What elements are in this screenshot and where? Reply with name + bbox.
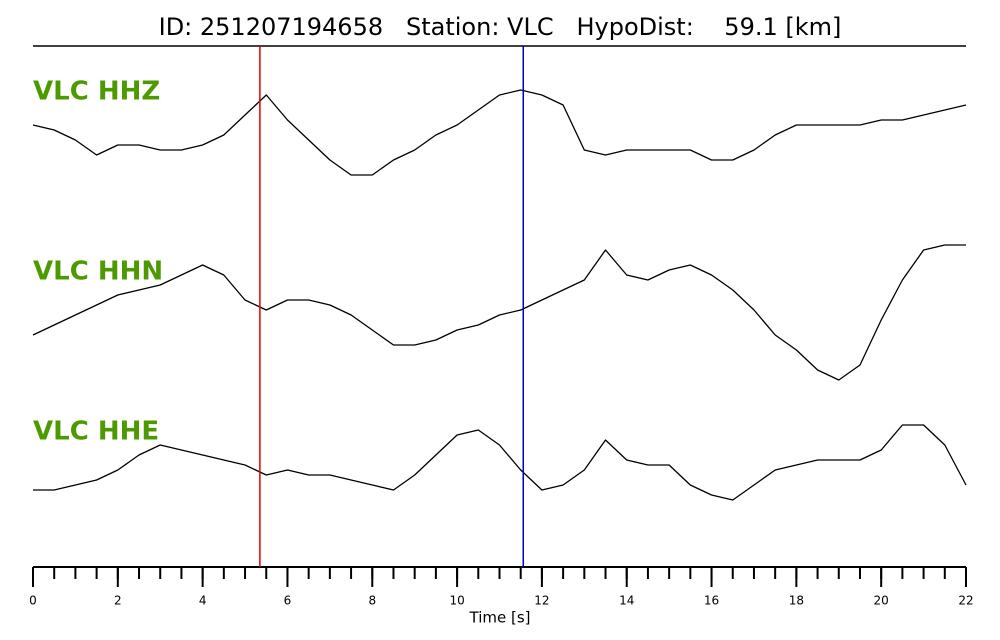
- x-tick-label: 22: [958, 594, 973, 608]
- x-tick-label: 20: [874, 594, 889, 608]
- trace: [33, 424, 967, 501]
- x-tick-label: 14: [619, 594, 634, 608]
- trace-label: VLC HHN: [33, 257, 163, 287]
- trace-label: VLC HHE: [33, 417, 159, 447]
- x-tick-label: 8: [368, 594, 376, 608]
- x-tick-label: 4: [199, 594, 207, 608]
- x-tick-label: 16: [704, 594, 719, 608]
- chart-title: ID: 251207194658 Station: VLC HypoDist: …: [159, 13, 842, 41]
- x-tick-label: 0: [29, 594, 37, 608]
- x-tick-label: 6: [284, 594, 292, 608]
- x-tick-label: 12: [534, 594, 549, 608]
- trace: [32, 244, 966, 381]
- x-tick-label: 18: [789, 594, 804, 608]
- x-tick-label: 10: [449, 594, 464, 608]
- x-tick-label: 2: [114, 594, 122, 608]
- trace-label: VLC HHZ: [33, 77, 160, 107]
- x-axis-label: Time [s]: [469, 609, 531, 627]
- trace: [32, 89, 967, 176]
